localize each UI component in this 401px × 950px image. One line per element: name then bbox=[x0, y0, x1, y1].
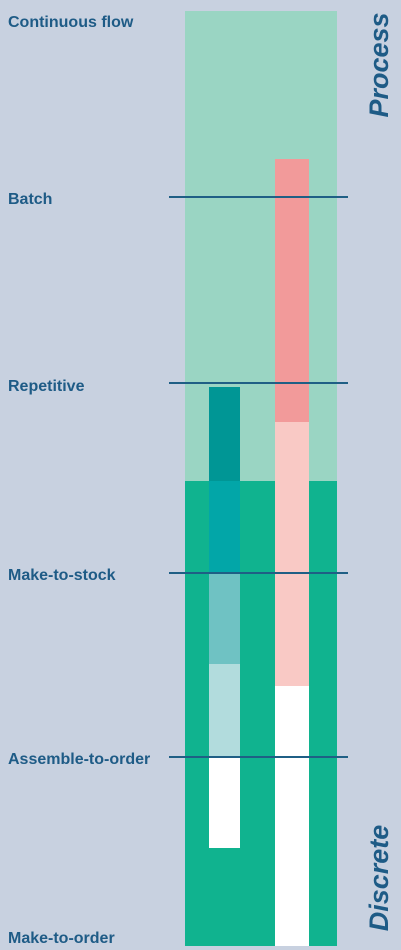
discrete-band bbox=[185, 481, 337, 946]
left-bar-segment-3 bbox=[209, 573, 240, 664]
side-label-discrete: Discrete bbox=[364, 825, 394, 932]
left-bar-segment-1 bbox=[209, 387, 240, 481]
right-bar-segment-2 bbox=[275, 422, 309, 686]
right-bar bbox=[275, 159, 309, 946]
right-bar-segment-1 bbox=[275, 159, 309, 422]
label-make-to-stock: Make-to-stock bbox=[8, 567, 116, 584]
left-bar bbox=[209, 387, 240, 848]
left-bar-segment-2 bbox=[209, 481, 240, 573]
label-assemble-to-order: Assemble-to-order bbox=[8, 751, 150, 768]
left-bar-segment-5 bbox=[209, 756, 240, 848]
side-label-process: Process bbox=[364, 12, 394, 117]
right-bar-segment-3 bbox=[275, 686, 309, 946]
label-make-to-order: Make-to-order bbox=[8, 930, 115, 947]
label-repetitive: Repetitive bbox=[8, 378, 85, 395]
label-batch: Batch bbox=[8, 191, 52, 208]
label-continuous-flow: Continuous flow bbox=[8, 14, 134, 31]
process-band bbox=[185, 11, 337, 481]
left-bar-segment-4 bbox=[209, 664, 240, 756]
